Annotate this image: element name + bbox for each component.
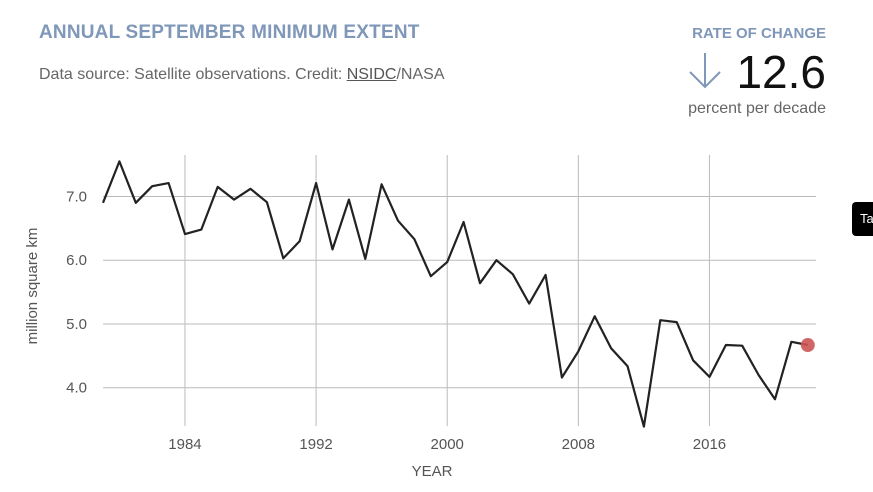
point-layer [100,158,815,430]
data-source-credit: Data source: Satellite observations. Cre… [39,66,445,84]
data-point[interactable] [641,424,647,430]
arrow-down-icon [687,51,723,96]
data-point[interactable] [329,246,335,252]
data-point[interactable] [198,227,204,233]
data-point[interactable] [166,180,172,186]
y-tick-label: 5.0 [66,316,87,333]
data-point[interactable] [182,231,188,237]
data-point[interactable] [657,317,663,323]
data-point[interactable] [608,345,614,351]
y-axis-title: million square km [24,228,41,345]
y-tick-label: 4.0 [66,380,87,397]
rate-row: 12.6 [626,46,826,98]
data-point[interactable] [248,186,254,192]
source-prefix: Data source: Satellite observations. Cre… [39,66,347,83]
data-point[interactable] [706,374,712,380]
side-tab-button[interactable]: Ta [852,202,873,236]
y-axis: 4.0 5.0 6.0 7.0 [66,188,87,396]
rate-units: percent per decade [688,100,826,117]
data-point[interactable] [411,236,417,242]
x-tick-label: 2016 [693,436,726,453]
data-point[interactable] [428,273,434,279]
data-point[interactable] [100,200,106,206]
data-point[interactable] [723,342,729,348]
data-point[interactable] [346,197,352,203]
data-point[interactable] [133,200,139,206]
data-point[interactable] [674,319,680,325]
data-point[interactable] [575,348,581,354]
y-tick-label: 6.0 [66,252,87,269]
data-point[interactable] [756,372,762,378]
data-point[interactable] [526,301,532,307]
data-point[interactable] [543,272,549,278]
data-point[interactable] [313,180,319,186]
data-point[interactable] [559,375,565,381]
data-point[interactable] [461,219,467,225]
extent-series-line [101,160,809,428]
data-point[interactable] [690,357,696,363]
nsidc-link[interactable]: NSIDC [346,66,397,83]
data-point[interactable] [362,256,368,262]
grid-layer [103,155,816,426]
data-point[interactable] [379,181,385,187]
latest-value-marker[interactable] [800,338,815,353]
data-point[interactable] [625,363,631,369]
rate-title: RATE OF CHANGE [692,25,826,42]
data-point[interactable] [788,339,794,345]
x-tick-label: 1992 [299,436,332,453]
data-point[interactable] [493,257,499,263]
data-point[interactable] [739,343,745,349]
data-point[interactable] [297,238,303,244]
rate-value: 12.6 [736,46,826,98]
y-tick-label: 7.0 [66,188,87,205]
data-point[interactable] [592,313,598,319]
data-point[interactable] [280,255,286,261]
data-point[interactable] [444,259,450,265]
x-axis: 1984 1992 2000 2008 2016 [168,436,726,453]
source-suffix: /NASA [396,66,445,83]
page-title: ANNUAL SEPTEMBER MINIMUM EXTENT [39,22,420,43]
data-point[interactable] [510,271,516,277]
x-tick-label: 1984 [168,436,201,453]
data-point[interactable] [772,396,778,402]
data-point[interactable] [264,199,270,205]
data-point[interactable] [231,197,237,203]
x-tick-label: 2008 [562,436,595,453]
x-tick-label: 2000 [431,436,464,453]
x-axis-title: YEAR [412,463,453,480]
data-point[interactable] [149,183,155,189]
data-point[interactable] [116,158,122,164]
data-point[interactable] [215,184,221,190]
data-point[interactable] [395,218,401,224]
data-point[interactable] [477,280,483,286]
rate-of-change-panel: RATE OF CHANGE 12.6 percent per decade [626,25,826,118]
